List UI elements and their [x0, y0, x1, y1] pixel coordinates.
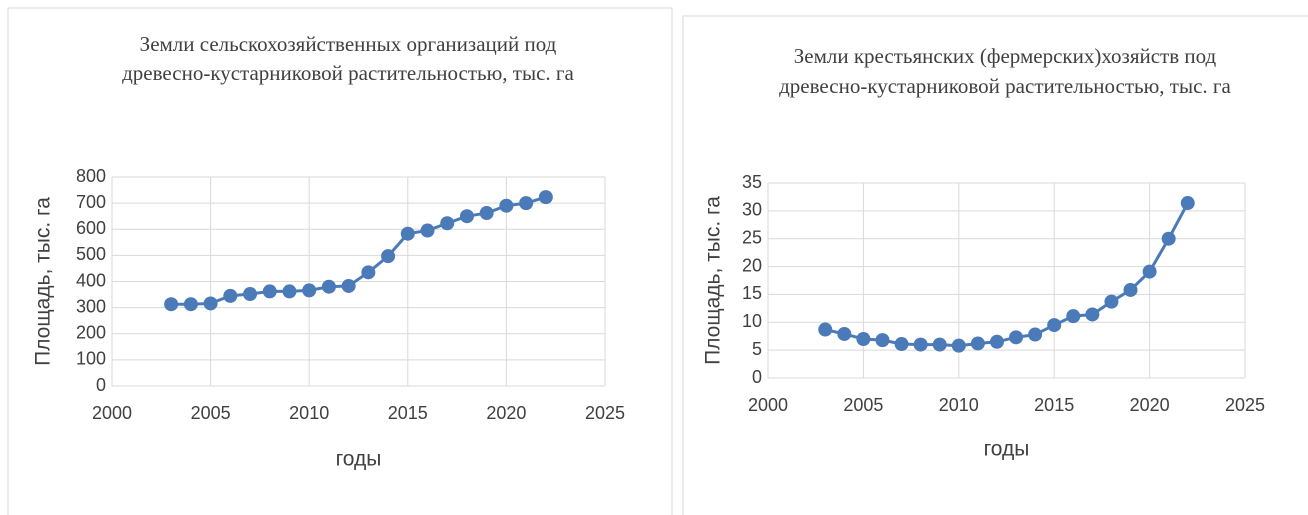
- data-point: [223, 288, 238, 303]
- x-tick-label: 2000: [92, 403, 132, 423]
- data-point: [837, 326, 852, 341]
- data-point: [400, 226, 415, 241]
- data-point: [381, 249, 396, 264]
- data-point: [875, 333, 890, 348]
- data-point: [479, 206, 494, 221]
- y-tick-label: 35: [742, 172, 762, 192]
- data-point: [164, 297, 179, 312]
- y-axis-title: Площадь, тыс. га: [702, 196, 725, 365]
- y-tick-label: 5: [752, 339, 762, 359]
- data-point: [1123, 282, 1138, 297]
- data-point: [951, 338, 966, 353]
- data-point: [183, 297, 198, 312]
- data-point: [1180, 196, 1195, 211]
- x-tick-label: 2000: [748, 395, 788, 415]
- data-point: [361, 265, 376, 280]
- data-point: [932, 337, 947, 352]
- data-point: [203, 296, 218, 311]
- y-tick-label: 300: [76, 296, 106, 316]
- x-axis-title: годы: [336, 448, 382, 471]
- chart-panel: [7, 7, 673, 515]
- x-tick-label: 2025: [585, 403, 625, 423]
- data-point: [913, 337, 928, 352]
- y-tick-label: 600: [76, 218, 106, 238]
- data-point: [1009, 330, 1024, 345]
- data-point: [519, 196, 534, 211]
- title-line: Земли крестьянских (фермерских)хозяйств …: [794, 44, 1217, 68]
- y-tick-label: 700: [76, 192, 106, 212]
- x-tick-label: 2015: [388, 403, 428, 423]
- data-point: [970, 336, 985, 351]
- data-point: [989, 334, 1004, 349]
- data-point: [440, 216, 455, 231]
- data-point: [321, 279, 336, 294]
- data-point: [818, 322, 833, 337]
- y-tick-label: 800: [76, 166, 106, 186]
- data-point: [1066, 309, 1081, 324]
- data-point: [1104, 294, 1119, 309]
- data-point: [420, 223, 435, 238]
- title-line: древесно-кустарниковой растительностью, …: [122, 61, 574, 85]
- y-tick-label: 25: [742, 227, 762, 247]
- y-tick-label: 10: [742, 311, 762, 331]
- y-axis-title: Площадь, тыс. га: [32, 197, 55, 366]
- data-point: [302, 283, 317, 298]
- x-tick-label: 2005: [843, 395, 883, 415]
- x-axis-title: годы: [984, 438, 1030, 461]
- title-line: древесно-кустарниковой растительностью, …: [779, 74, 1231, 98]
- data-point: [1161, 231, 1176, 246]
- data-point: [538, 190, 553, 205]
- y-tick-label: 500: [76, 244, 106, 264]
- chart-panel: [682, 15, 1308, 515]
- data-point: [499, 198, 514, 213]
- x-tick-label: 2010: [939, 395, 979, 415]
- y-tick-label: 0: [96, 375, 106, 395]
- x-tick-label: 2015: [1034, 395, 1074, 415]
- x-tick-label: 2010: [289, 403, 329, 423]
- data-point: [262, 284, 277, 299]
- data-point: [894, 337, 909, 352]
- y-tick-label: 15: [742, 283, 762, 303]
- data-point: [341, 278, 356, 293]
- x-tick-label: 2005: [191, 403, 231, 423]
- data-point: [1142, 264, 1157, 279]
- data-point: [856, 332, 871, 346]
- data-point: [1047, 318, 1062, 333]
- x-tick-label: 2020: [1130, 395, 1170, 415]
- data-point: [459, 209, 474, 224]
- y-tick-label: 30: [742, 200, 762, 220]
- y-tick-label: 400: [76, 270, 106, 290]
- y-tick-label: 0: [752, 367, 762, 387]
- y-tick-label: 200: [76, 323, 106, 343]
- data-point: [282, 284, 297, 299]
- data-point: [1085, 307, 1100, 322]
- y-tick-label: 100: [76, 349, 106, 369]
- chart-title: Земли крестьянских (фермерских)хозяйств …: [779, 44, 1231, 98]
- y-tick-label: 20: [742, 255, 762, 275]
- data-point: [1028, 327, 1043, 342]
- data-point: [243, 287, 258, 302]
- x-tick-label: 2020: [486, 403, 526, 423]
- title-line: Земли сельскохозяйственных организаций п…: [140, 32, 557, 56]
- x-tick-label: 2025: [1225, 395, 1265, 415]
- chart-title: Земли сельскохозяйственных организаций п…: [122, 32, 574, 85]
